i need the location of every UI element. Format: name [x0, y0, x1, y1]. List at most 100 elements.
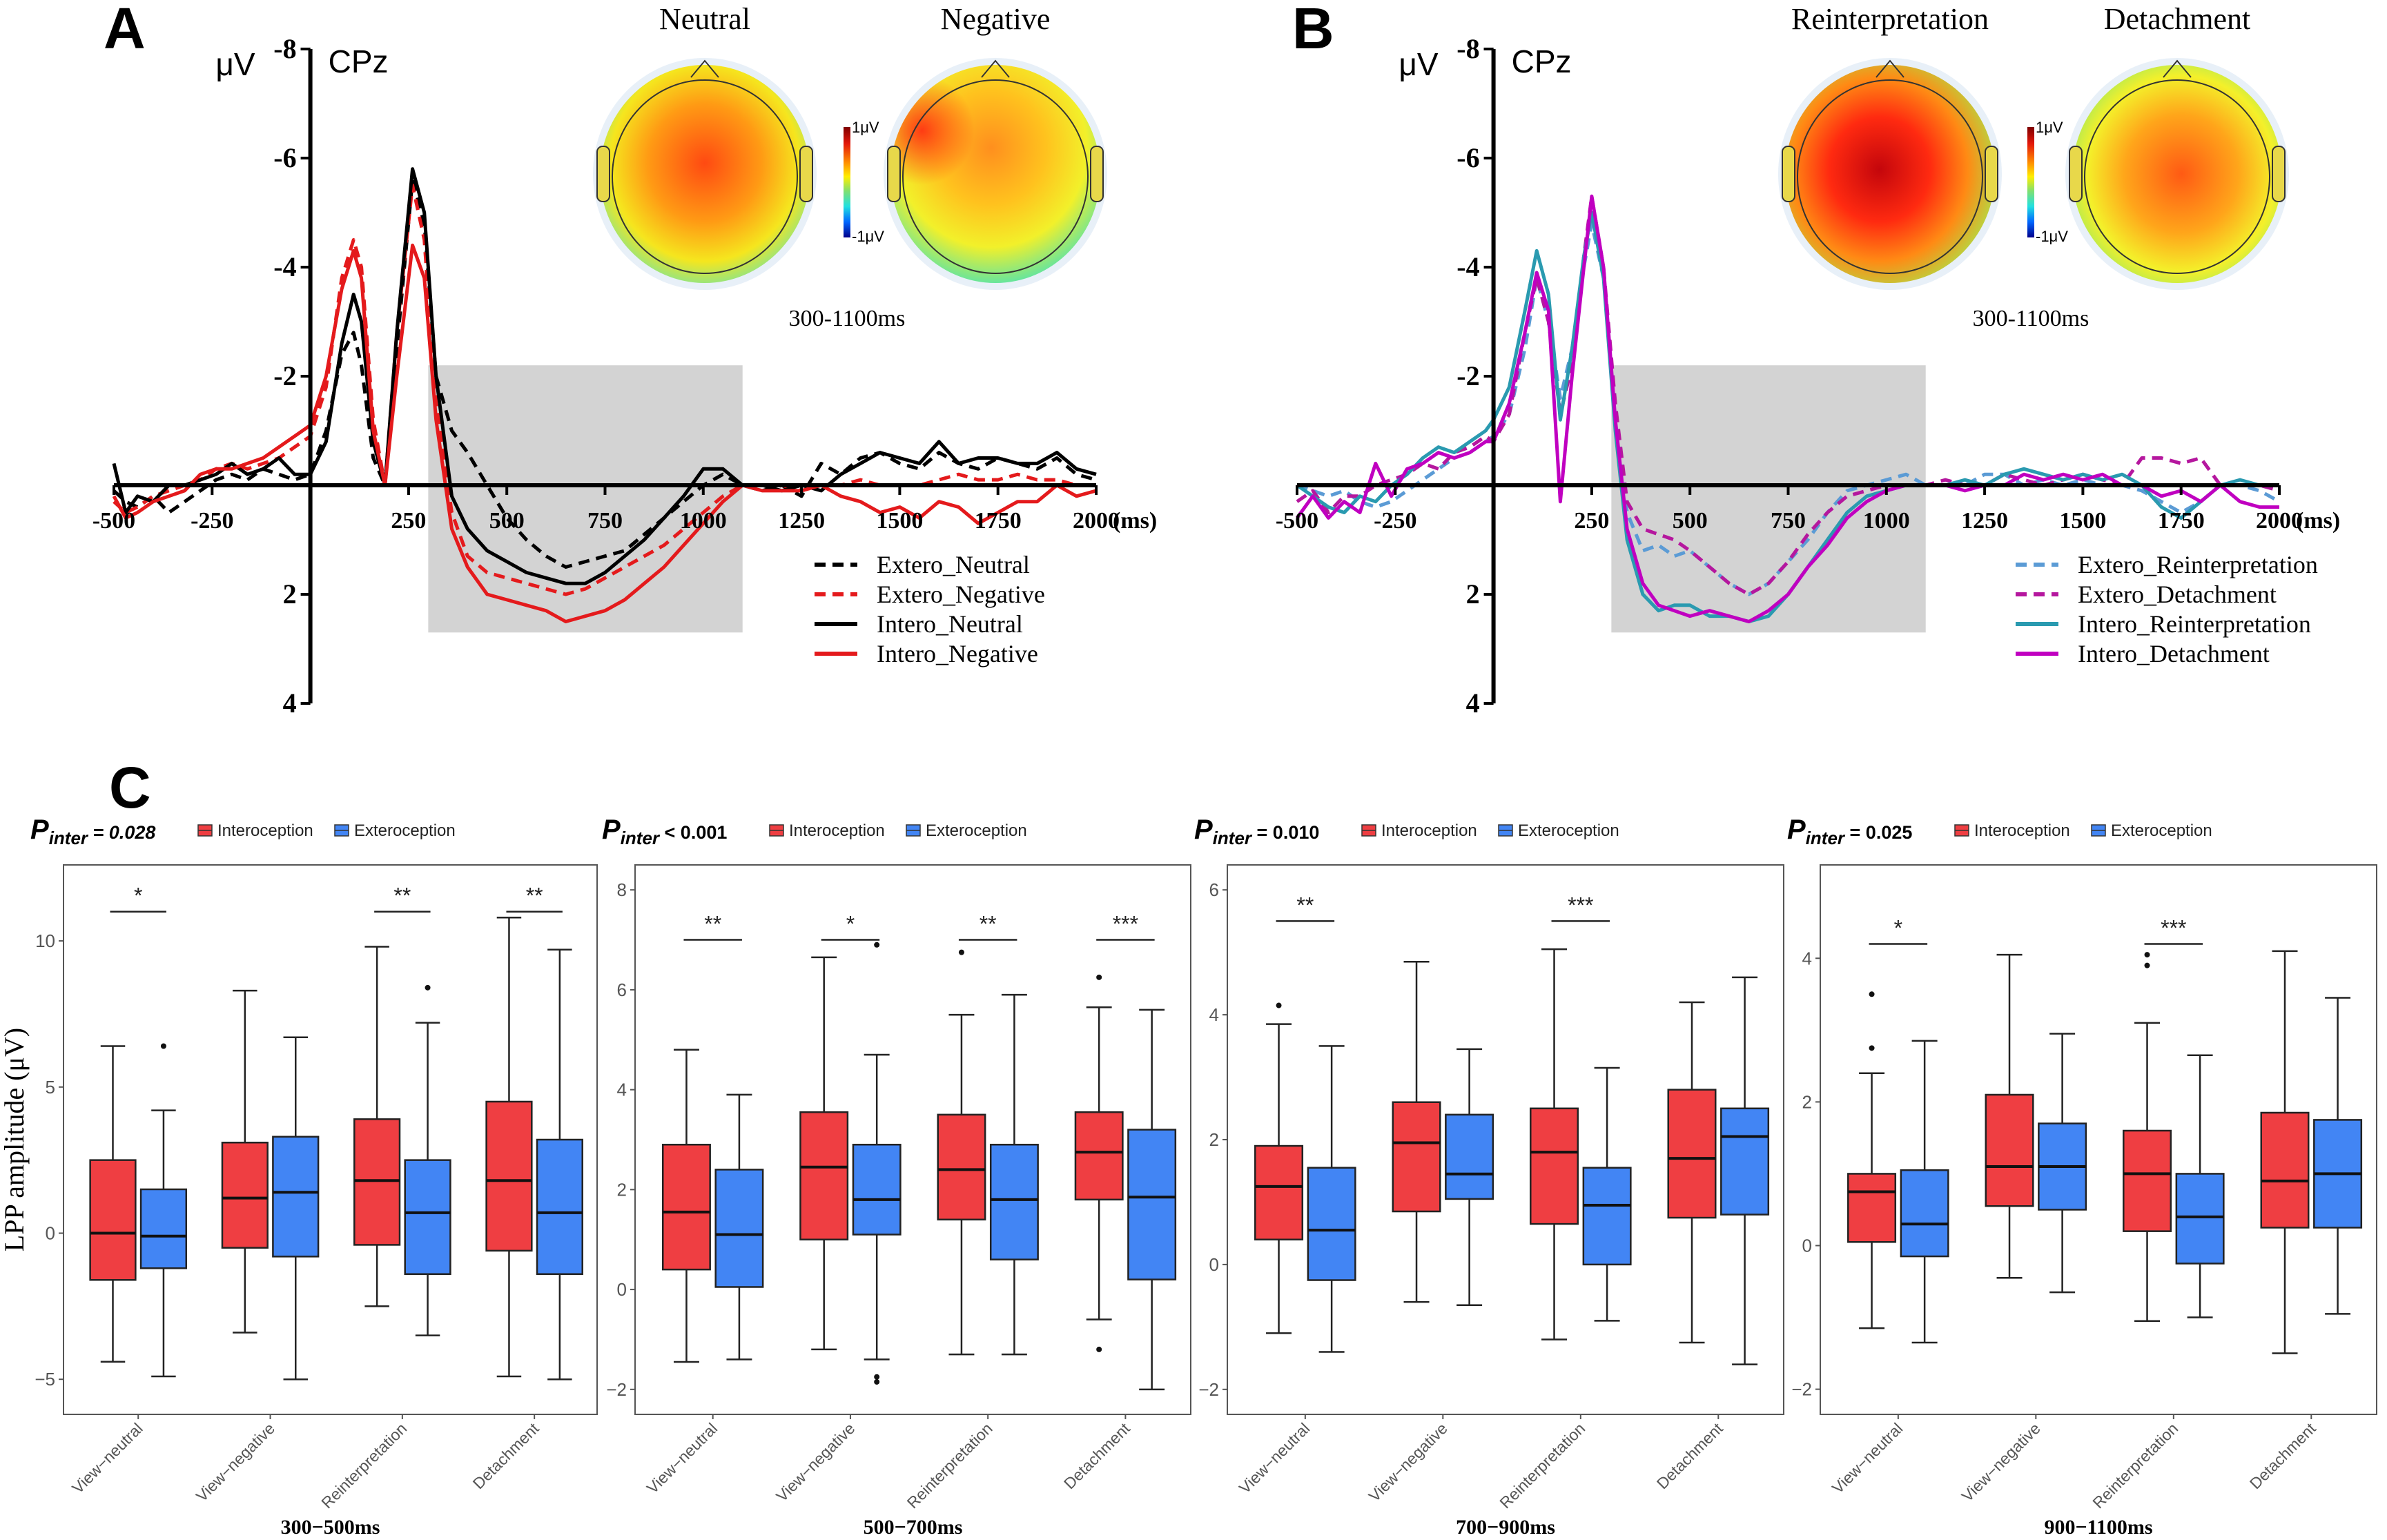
box-interoception	[1847, 991, 1897, 1329]
topomap-detachment: Detachment	[2065, 2, 2289, 290]
box-interoception	[662, 1049, 711, 1363]
y-tick-label: -2	[273, 360, 296, 391]
box-iqr	[1582, 1167, 1632, 1266]
y-tick-label: -4	[1456, 251, 1479, 282]
boxplot-panel-c1: Pinter = 0.028 Interoception Exteroception…	[0, 815, 598, 1539]
box-iqr	[852, 1143, 902, 1236]
box-iqr	[799, 1111, 849, 1240]
x-tick-label: View−negative	[1365, 1419, 1451, 1505]
topomap-title: Neutral	[659, 2, 750, 36]
box-exteroception	[989, 993, 1039, 1356]
box-interoception	[221, 989, 269, 1334]
y-tick-label: −5	[35, 1369, 55, 1390]
x-tick-label: 1500	[2059, 508, 2106, 534]
right-ear-icon	[2272, 146, 2286, 202]
x-axis-unit-label: (ms)	[1113, 508, 1157, 534]
x-axis-window-label: 900−1100ms	[2044, 1516, 2152, 1539]
x-tick-label: -250	[1374, 508, 1416, 534]
x-tick-label: 2000	[2256, 508, 2303, 534]
box-interoception	[353, 946, 401, 1307]
boxplot-panel-c3: Pinter = 0.010 Interoception Exteroception…	[1194, 815, 1784, 1539]
significance-stars: **	[980, 912, 997, 937]
box-iqr	[714, 1169, 764, 1288]
box-iqr	[2123, 1129, 2172, 1232]
y-tick-label: 10	[35, 930, 55, 951]
outlier-point	[958, 949, 964, 955]
outlier-point	[1869, 991, 1875, 997]
x-tick-label: 250	[1574, 508, 1609, 534]
box-interoception	[1392, 960, 1441, 1303]
legend-label: Exteroception	[926, 821, 1027, 840]
box-iqr	[989, 1143, 1039, 1260]
p-interaction-label: Pinter = 0.010	[1194, 815, 1319, 848]
x-axis-window-label: 500−700ms	[864, 1516, 963, 1539]
p-interaction-label: Pinter = 0.025	[1787, 815, 1912, 848]
topomap-scalp-map	[2072, 65, 2282, 283]
x-tick-label: Detachment	[469, 1419, 543, 1493]
topomap-title: Detachment	[2104, 2, 2251, 36]
panel-label-b: B	[1292, 0, 1334, 61]
outlier-point	[1096, 1346, 1102, 1352]
outlier-point	[1276, 1002, 1282, 1008]
right-ear-icon	[799, 146, 813, 202]
box-exteroception	[1582, 1066, 1632, 1322]
y-tick-label: 2	[1466, 578, 1480, 610]
x-tick-label: 1500	[876, 508, 923, 534]
box-iqr	[1127, 1129, 1177, 1280]
x-tick-label: 500	[489, 508, 525, 534]
y-tick-label: −2	[1198, 1379, 1219, 1400]
nose-icon	[690, 59, 719, 78]
erp-line-extero-neutral	[113, 178, 1097, 569]
y-tick-label: 0	[1802, 1235, 1812, 1256]
head-outline	[612, 79, 798, 274]
box-exteroception	[1720, 976, 1770, 1365]
legend-label: Intero_Neutral	[877, 610, 1023, 638]
nose-icon	[1876, 59, 1904, 78]
box-iqr	[139, 1188, 188, 1269]
box-interoception	[2123, 952, 2172, 1322]
y-axis-unit-label: μV	[215, 46, 255, 82]
colorbar-gradient	[2027, 127, 2034, 237]
y-tick-label: -6	[1456, 142, 1479, 173]
significance-stars: *	[134, 884, 142, 908]
erp-line-intero-negative	[112, 243, 1097, 623]
x-tick-label: Detachment	[2246, 1419, 2320, 1493]
box-iqr	[485, 1100, 533, 1252]
colorbar: 1μV -1μV	[2027, 119, 2068, 245]
legend-label: Exteroception	[1518, 821, 1619, 840]
topomap-reinterpretation: Reinterpretation	[1778, 2, 2002, 290]
topomap-neutral: Neutral	[593, 2, 817, 290]
outlier-point	[874, 942, 880, 948]
colorbar-gradient	[844, 127, 850, 237]
x-tick-label: 250	[391, 508, 426, 534]
box-interoception	[1667, 1001, 1717, 1344]
left-ear-icon	[596, 146, 610, 202]
x-tick-label: 2000	[1073, 508, 1120, 534]
x-tick-label: 500	[1673, 508, 1708, 534]
significance-stars: **	[1296, 893, 1314, 917]
legend: Extero_Neutral Extero_NegativeIntero_Neut…	[815, 551, 1045, 667]
y-tick-label: 2	[1209, 1129, 1219, 1150]
legend-label: Extero_Reinterpretation	[2078, 551, 2318, 578]
legend-label: Interoception	[1381, 821, 1477, 840]
box-exteroception	[2038, 1033, 2087, 1294]
y-tick-label: 4	[1209, 1004, 1219, 1025]
legend-label: Intero_Reinterpretation	[2078, 610, 2311, 638]
y-tick-label: -2	[1456, 360, 1479, 391]
y-tick-label: 0	[617, 1279, 627, 1300]
boxplot-panel-c2: Pinter < 0.001 Interoception Exteroception…	[602, 815, 1191, 1539]
panel-header: Pinter = 0.025 Interoception Exteroception	[1787, 815, 2212, 848]
y-tick-label: 0	[1209, 1254, 1219, 1275]
box-iqr	[1254, 1144, 1304, 1240]
box-exteroception	[1127, 1008, 1177, 1391]
x-tick-label: 1000	[680, 508, 727, 534]
box-interoception	[89, 1045, 137, 1363]
x-tick-label: -250	[191, 508, 233, 534]
box-iqr	[1667, 1089, 1717, 1219]
erp-panel-a: -500 -250 250 500 750 1000 1250 1500 1750 2000(ms…	[92, 2, 1157, 719]
box-interoception	[485, 916, 533, 1378]
colorbar-min-label: -1μV	[2036, 228, 2068, 245]
legend-label: Exteroception	[2111, 821, 2212, 840]
topomap-scalp-map	[600, 65, 810, 283]
legend-label: Intero_Detachment	[2078, 640, 2270, 667]
